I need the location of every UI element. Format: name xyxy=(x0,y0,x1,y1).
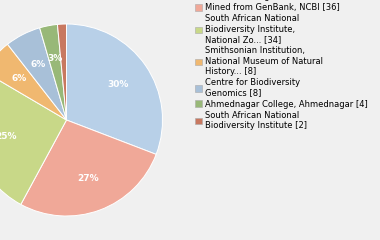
Legend: Wellcome Sanger Institute [41], Mined from GenBank, NCBI [36], South African Nat: Wellcome Sanger Institute [41], Mined fr… xyxy=(195,0,368,130)
Wedge shape xyxy=(0,44,66,120)
Wedge shape xyxy=(66,24,163,154)
Wedge shape xyxy=(40,24,66,120)
Text: 27%: 27% xyxy=(78,174,99,183)
Text: 6%: 6% xyxy=(12,74,27,83)
Wedge shape xyxy=(0,71,66,204)
Wedge shape xyxy=(8,28,66,120)
Text: 3%: 3% xyxy=(47,54,62,63)
Wedge shape xyxy=(57,24,66,120)
Text: 30%: 30% xyxy=(107,80,128,89)
Text: 6%: 6% xyxy=(30,60,46,69)
Text: 25%: 25% xyxy=(0,132,17,141)
Wedge shape xyxy=(21,120,156,216)
